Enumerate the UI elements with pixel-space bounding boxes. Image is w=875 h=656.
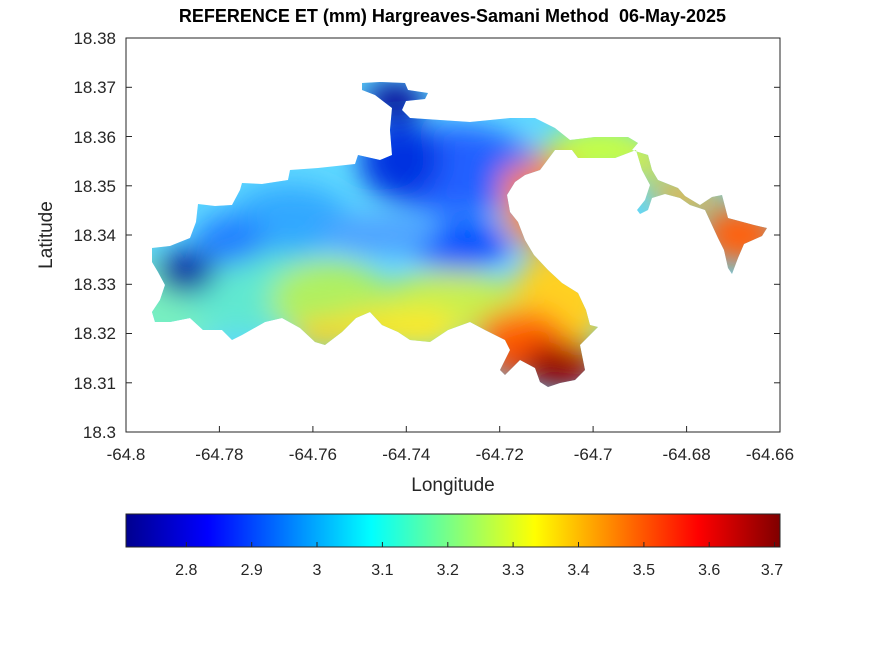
x-tick-label: -64.8 <box>107 445 146 464</box>
colorbar-tick-label: 3.1 <box>371 562 393 579</box>
colorbar-tick-label: 3.3 <box>502 562 524 579</box>
y-tick-label: 18.3 <box>83 423 116 442</box>
y-tick-label: 18.33 <box>73 275 116 294</box>
colorbar-tick-label: 2.8 <box>175 562 197 579</box>
x-tick-label: -64.72 <box>476 445 524 464</box>
colorbar-tick-label: 3.7 <box>761 562 783 579</box>
colorbar-tick-label: 3.6 <box>698 562 720 579</box>
y-axis-label: Latitude <box>36 201 57 269</box>
y-tick-label: 18.38 <box>73 29 116 48</box>
colorbar-tick-label: 3.5 <box>633 562 655 579</box>
x-tick-label: -64.66 <box>746 445 794 464</box>
chart-title: REFERENCE ET (mm) Hargreaves-Samani Meth… <box>178 6 727 26</box>
y-tick-label: 18.34 <box>73 226 116 245</box>
y-tick-label: 18.32 <box>73 324 116 343</box>
x-tick-label: -64.74 <box>382 445 430 464</box>
colorbar-tick-label: 3.4 <box>567 562 589 579</box>
colorbar-tick-label: 3.2 <box>437 562 459 579</box>
colorbar-gradient <box>125 513 781 548</box>
colorbar-tick-label: 3 <box>313 562 322 579</box>
x-tick-label: -64.68 <box>662 445 710 464</box>
y-tick-label: 18.36 <box>73 128 116 147</box>
colorbar: 2.8 2.9 3 3.1 3.2 3.3 3.4 3.5 3.6 3.7 <box>125 513 783 579</box>
y-tick-label: 18.35 <box>73 177 116 196</box>
x-axis-label: Longitude <box>411 475 494 496</box>
y-tick-label: 18.31 <box>73 374 116 393</box>
x-tick-label: -64.78 <box>195 445 243 464</box>
x-axis: -64.8 -64.78 -64.76 -64.74 -64.72 -64.7 … <box>107 426 794 496</box>
x-tick-label: -64.7 <box>574 445 613 464</box>
y-axis: 18.3 18.31 18.32 18.33 18.34 18.35 18.36… <box>36 29 780 442</box>
x-tick-label: -64.76 <box>289 445 337 464</box>
y-tick-label: 18.37 <box>73 78 116 97</box>
colorbar-tick-label: 2.9 <box>241 562 263 579</box>
